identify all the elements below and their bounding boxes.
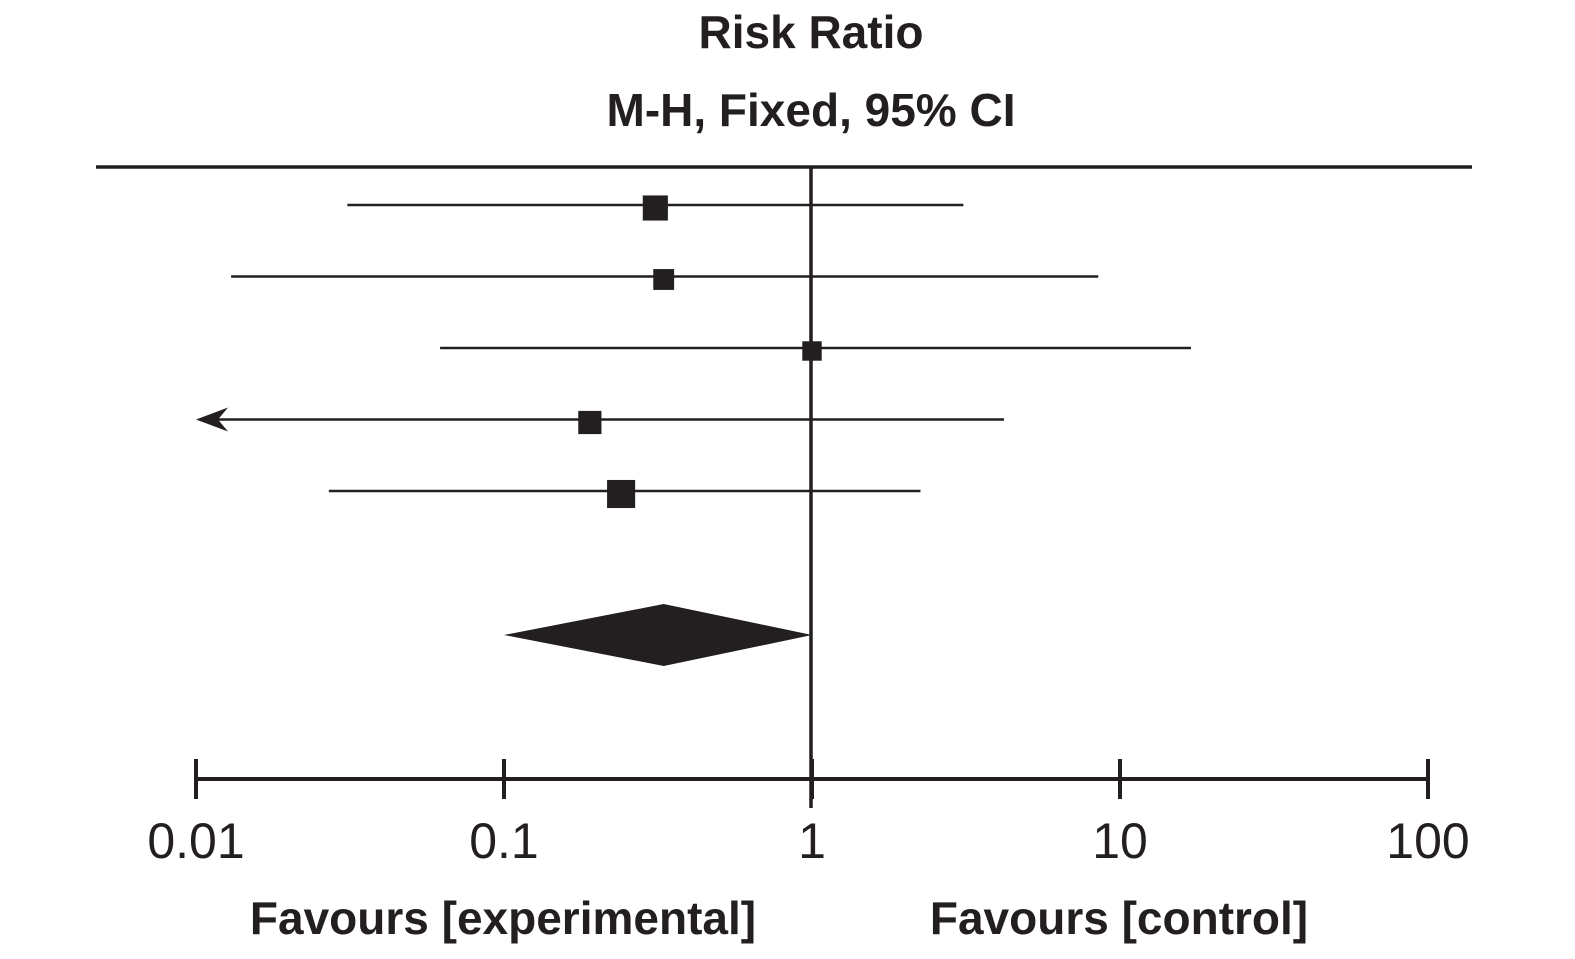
x-tick-label: 1: [798, 813, 826, 869]
pooled-diamond: [504, 604, 812, 666]
study-point-estimate: [607, 479, 636, 509]
x-tick-label: 10: [1092, 813, 1148, 869]
study-point-estimate: [802, 341, 822, 361]
x-tick-label: 0.01: [147, 813, 244, 869]
study-point-estimate: [642, 195, 668, 221]
study-point-estimate: [578, 410, 602, 435]
chart-subtitle: M-H, Fixed, 95% CI: [607, 84, 1016, 136]
x-axis: 0.01 0.1 1 10 100: [147, 759, 1470, 869]
pooled-group: [504, 604, 812, 666]
study-ci-arrow: [196, 407, 228, 432]
study-point-estimate: [653, 269, 675, 290]
studies-group: [196, 195, 1191, 509]
x-tick-label: 100: [1386, 813, 1469, 869]
favours-experimental-label: Favours [experimental]: [250, 892, 756, 944]
chart-title: Risk Ratio: [699, 6, 924, 58]
x-tick-label: 0.1: [469, 813, 539, 869]
favours-control-label: Favours [control]: [930, 892, 1308, 944]
